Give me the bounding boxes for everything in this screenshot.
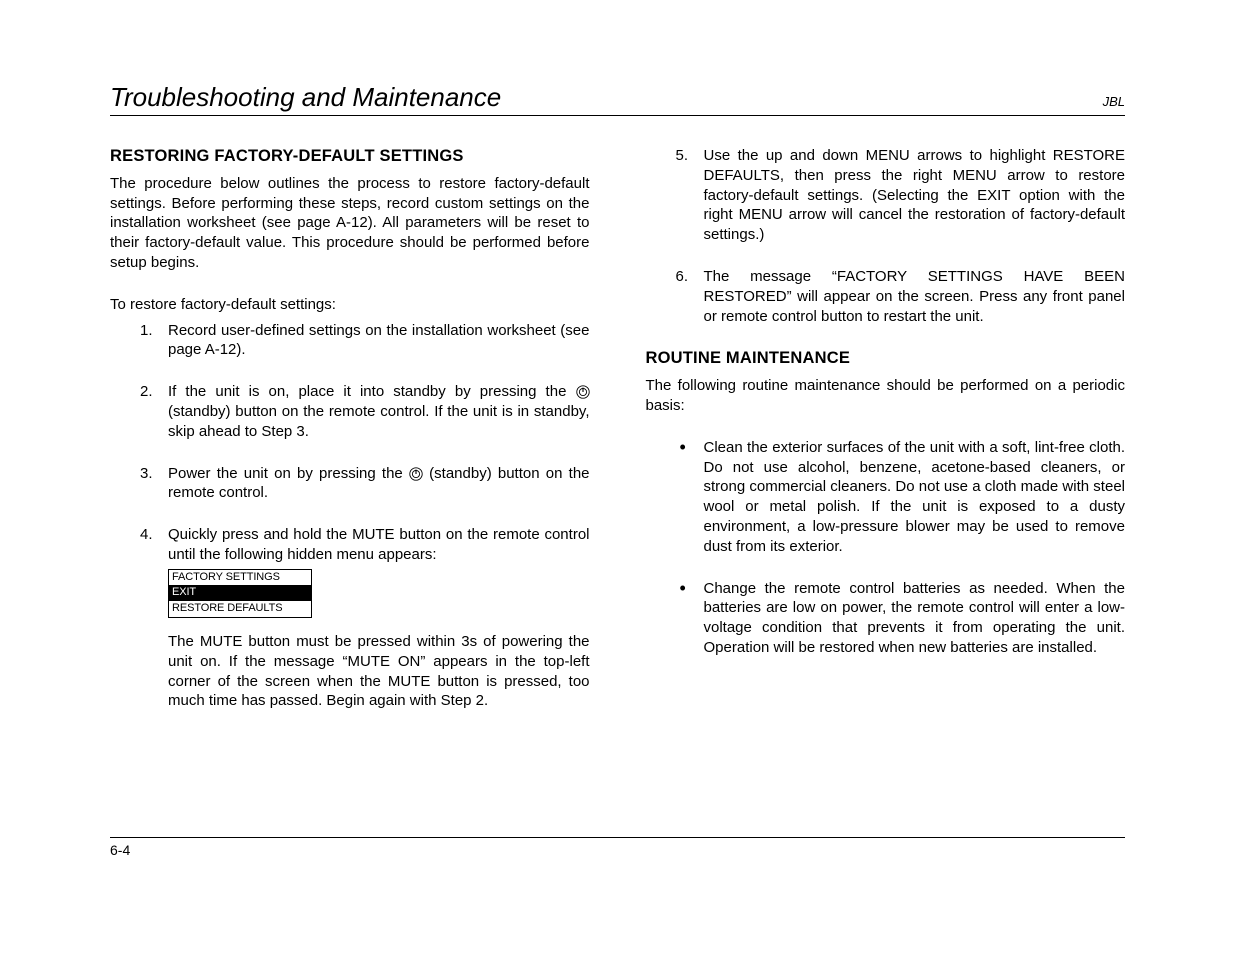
- step-6: The message “FACTORY SETTINGS HAVE BEEN …: [704, 267, 1126, 326]
- restore-steps-cont: Use the up and down MENU arrows to highl…: [646, 146, 1126, 326]
- factory-settings-menu: FACTORY SETTINGS EXIT RESTORE DEFAULTS: [168, 569, 312, 618]
- page-header: Troubleshooting and Maintenance JBL: [110, 82, 1125, 116]
- content-columns: RESTORING FACTORY-DEFAULT SETTINGS The p…: [110, 146, 1125, 733]
- brand-label: JBL: [1103, 94, 1125, 109]
- step-5: Use the up and down MENU arrows to highl…: [704, 146, 1126, 245]
- standby-icon: [409, 467, 423, 481]
- step-2-text-a: If the unit is on, place it into standby…: [168, 383, 576, 400]
- menu-title: FACTORY SETTINGS: [169, 570, 311, 586]
- step-3-text-a: Power the unit on by pressing the: [168, 465, 409, 482]
- restore-steps: Record user-defined settings on the inst…: [110, 321, 590, 712]
- step-2-text-b: (standby) button on the remote control. …: [168, 403, 590, 440]
- page-number: 6-4: [110, 842, 130, 858]
- maintenance-item-clean: Clean the exterior surfaces of the unit …: [704, 438, 1126, 557]
- restore-heading: RESTORING FACTORY-DEFAULT SETTINGS: [110, 146, 590, 168]
- maintenance-item-batteries: Change the remote control batteries as n…: [704, 579, 1126, 658]
- step-3: Power the unit on by pressing the (stand…: [168, 464, 590, 504]
- section-title: Troubleshooting and Maintenance: [110, 82, 501, 113]
- standby-icon: [576, 385, 590, 399]
- menu-option-restore: RESTORE DEFAULTS: [169, 601, 311, 617]
- step-4-after: The MUTE button must be pressed within 3…: [168, 632, 590, 711]
- step-4: Quickly press and hold the MUTE button o…: [168, 525, 590, 711]
- step-4-intro: Quickly press and hold the MUTE button o…: [168, 525, 590, 565]
- page-footer: 6-4: [110, 837, 1125, 858]
- maintenance-list: Clean the exterior surfaces of the unit …: [646, 438, 1126, 658]
- restore-lead: To restore factory-default settings:: [110, 295, 590, 315]
- menu-option-exit: EXIT: [169, 585, 311, 601]
- step-1: Record user-defined settings on the inst…: [168, 321, 590, 361]
- maintenance-heading: ROUTINE MAINTENANCE: [646, 348, 1126, 370]
- right-column: Use the up and down MENU arrows to highl…: [646, 146, 1126, 733]
- step-2: If the unit is on, place it into standby…: [168, 382, 590, 441]
- maintenance-intro: The following routine maintenance should…: [646, 376, 1126, 416]
- left-column: RESTORING FACTORY-DEFAULT SETTINGS The p…: [110, 146, 590, 733]
- restore-intro: The procedure below outlines the process…: [110, 174, 590, 273]
